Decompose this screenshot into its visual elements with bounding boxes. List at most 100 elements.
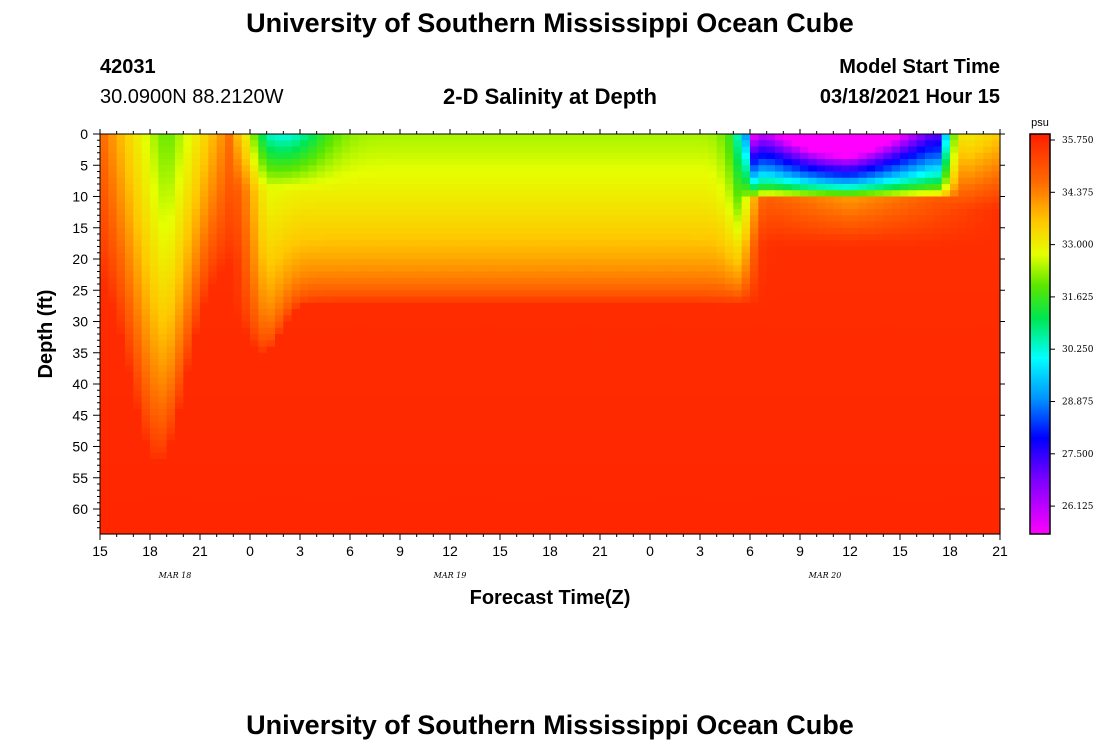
heatmap-cell — [233, 315, 243, 323]
heatmap-cell — [100, 234, 109, 241]
heatmap-cell — [558, 515, 568, 523]
heatmap-cell — [558, 196, 568, 204]
heatmap-cell — [541, 371, 551, 379]
heatmap-cell — [491, 171, 501, 179]
heatmap-cell — [475, 384, 484, 391]
heatmap-cell — [691, 227, 701, 235]
heatmap-cell — [350, 396, 359, 404]
heatmap-cell — [608, 146, 618, 154]
heatmap-cell — [166, 296, 176, 304]
heatmap-cell — [550, 171, 559, 179]
heatmap-cell — [491, 484, 501, 491]
heatmap-cell — [641, 340, 651, 348]
heatmap-cell — [400, 409, 409, 416]
heatmap-cell — [616, 527, 626, 535]
heatmap-cell — [658, 334, 668, 341]
heatmap-cell — [450, 165, 459, 173]
heatmap-cell — [175, 221, 184, 229]
heatmap-cell — [458, 502, 468, 510]
heatmap-cell — [275, 496, 284, 504]
heatmap-cell — [300, 252, 309, 260]
heatmap-cell — [725, 215, 734, 223]
heatmap-cell — [100, 484, 109, 491]
heatmap-cell — [400, 271, 409, 279]
heatmap-cell — [333, 302, 343, 310]
heatmap-cell — [450, 502, 459, 510]
heatmap-cell — [733, 227, 743, 235]
heatmap-cell — [725, 377, 734, 385]
heatmap-cell — [691, 240, 701, 248]
heatmap-cell — [158, 327, 168, 335]
heatmap-cell — [208, 202, 218, 210]
heatmap-cell — [500, 290, 509, 298]
heatmap-cell — [266, 502, 276, 510]
heatmap-cell — [608, 359, 618, 366]
heatmap-cell — [433, 340, 443, 348]
heatmap-cell — [316, 146, 326, 154]
heatmap-cell — [241, 377, 251, 385]
heatmap-cell — [350, 190, 359, 198]
heatmap-cell — [525, 421, 534, 429]
heatmap-cell — [341, 452, 351, 460]
heatmap-cell — [216, 290, 226, 298]
heatmap-cell — [141, 221, 151, 229]
heatmap-cell — [575, 140, 584, 148]
heatmap-cell — [625, 359, 634, 366]
heatmap-cell — [291, 202, 301, 210]
heatmap-cell — [158, 427, 168, 435]
heatmap-cell — [100, 190, 109, 198]
heatmap-cell — [291, 459, 301, 466]
heatmap-cell — [191, 390, 201, 398]
heatmap-cell — [166, 396, 176, 404]
heatmap-cell — [483, 465, 493, 473]
heatmap-cell — [175, 490, 184, 498]
heatmap-cell — [150, 327, 159, 335]
heatmap-cell — [641, 352, 651, 360]
heatmap-cell — [300, 315, 309, 323]
heatmap-cell — [433, 259, 443, 266]
heatmap-cell — [475, 209, 484, 216]
heatmap-cell — [700, 196, 709, 204]
heatmap-cell — [166, 184, 176, 191]
heatmap-cell — [708, 402, 718, 410]
heatmap-cell — [591, 134, 601, 141]
heatmap-cell — [416, 171, 426, 179]
heatmap-cell — [266, 452, 276, 460]
heatmap-cell — [433, 465, 443, 473]
heatmap-cell — [575, 459, 584, 466]
heatmap-cell — [741, 390, 751, 398]
heatmap-cell — [108, 202, 118, 210]
heatmap-cell — [741, 334, 751, 341]
heatmap-cell — [291, 471, 301, 479]
heatmap-cell — [625, 527, 634, 535]
heatmap-cell — [650, 359, 659, 366]
heatmap-cell — [125, 190, 134, 198]
heatmap-cell — [491, 402, 501, 410]
heatmap-cell — [325, 190, 334, 198]
heatmap-cell — [675, 221, 684, 229]
heatmap-cell — [325, 165, 334, 173]
heatmap-cell — [566, 427, 576, 435]
heatmap-cell — [550, 471, 559, 479]
heatmap-cell — [250, 459, 259, 466]
heatmap-cell — [658, 371, 668, 379]
heatmap-cell — [383, 434, 393, 441]
heatmap-cell — [666, 352, 676, 360]
heatmap-cell — [158, 434, 168, 441]
heatmap-cell — [408, 290, 418, 298]
heatmap-cell — [241, 409, 251, 416]
heatmap-cell — [433, 315, 443, 323]
heatmap-cell — [741, 296, 751, 304]
heatmap-cell — [408, 321, 418, 329]
heatmap-cell — [741, 171, 751, 179]
heatmap-cell — [483, 265, 493, 273]
heatmap-cell — [183, 434, 193, 441]
heatmap-cell — [425, 490, 434, 498]
heatmap-cell — [166, 384, 176, 391]
heatmap-cell — [558, 152, 568, 160]
heatmap-cell — [266, 252, 276, 260]
heatmap-cell — [558, 384, 568, 391]
heatmap-cell — [291, 190, 301, 198]
heatmap-cell — [658, 209, 668, 216]
heatmap-cell — [416, 165, 426, 173]
